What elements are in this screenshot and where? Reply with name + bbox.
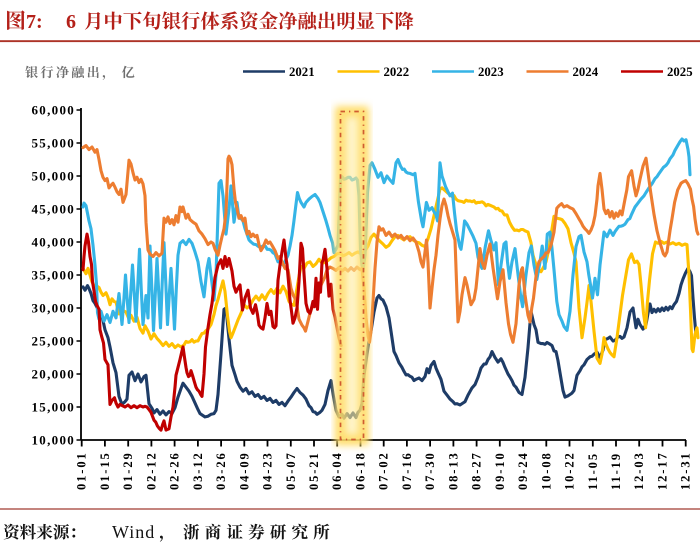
svg-text:06-18: 06-18 bbox=[354, 451, 368, 490]
svg-text:40,000: 40,000 bbox=[32, 234, 76, 249]
svg-text:10-08: 10-08 bbox=[539, 451, 553, 490]
svg-text:12-31: 12-31 bbox=[679, 451, 693, 490]
svg-text:15,000: 15,000 bbox=[32, 399, 76, 414]
svg-text:08-27: 08-27 bbox=[470, 451, 484, 490]
svg-text:Wind: Wind bbox=[112, 522, 155, 542]
svg-text:11-19: 11-19 bbox=[609, 452, 623, 490]
svg-text:01-01: 01-01 bbox=[75, 451, 89, 490]
svg-text:25,000: 25,000 bbox=[32, 333, 76, 348]
svg-text:04-09: 04-09 bbox=[237, 451, 251, 490]
svg-text:2021: 2021 bbox=[289, 65, 315, 79]
svg-text:11-05: 11-05 bbox=[586, 452, 600, 490]
svg-text:01-15: 01-15 bbox=[98, 451, 112, 490]
svg-text:01-29: 01-29 bbox=[121, 451, 135, 490]
svg-text:2024: 2024 bbox=[573, 65, 599, 79]
svg-text:50,000: 50,000 bbox=[32, 168, 76, 183]
svg-text:08-13: 08-13 bbox=[446, 451, 460, 490]
svg-text:2023: 2023 bbox=[478, 65, 504, 79]
svg-text:07-16: 07-16 bbox=[400, 451, 414, 490]
svg-text:10,000: 10,000 bbox=[32, 432, 76, 447]
svg-text:12-03: 12-03 bbox=[632, 451, 646, 490]
svg-text:45,000: 45,000 bbox=[32, 201, 76, 216]
svg-text:05-21: 05-21 bbox=[307, 451, 321, 490]
svg-text:02-26: 02-26 bbox=[168, 451, 182, 490]
svg-text:2025: 2025 bbox=[667, 65, 693, 79]
svg-text:2022: 2022 bbox=[384, 65, 410, 79]
svg-text:09-24: 09-24 bbox=[516, 451, 530, 490]
svg-text:7:: 7: bbox=[26, 11, 43, 33]
svg-text:55,000: 55,000 bbox=[32, 135, 76, 150]
svg-text:02-12: 02-12 bbox=[144, 451, 158, 490]
svg-text:10-22: 10-22 bbox=[563, 451, 577, 490]
svg-text:06-04: 06-04 bbox=[330, 451, 344, 490]
svg-text:12-17: 12-17 bbox=[656, 451, 670, 490]
svg-text:60,000: 60,000 bbox=[32, 102, 76, 117]
svg-text:20,000: 20,000 bbox=[32, 366, 76, 381]
svg-text:6: 6 bbox=[66, 11, 76, 33]
svg-text:07-02: 07-02 bbox=[377, 451, 391, 490]
svg-text:03-26: 03-26 bbox=[214, 451, 228, 490]
svg-text:35,000: 35,000 bbox=[32, 267, 76, 282]
svg-text:05-07: 05-07 bbox=[284, 451, 298, 490]
svg-text:09-10: 09-10 bbox=[493, 451, 507, 490]
svg-text:04-23: 04-23 bbox=[261, 451, 275, 490]
svg-text:07-30: 07-30 bbox=[423, 451, 437, 490]
svg-text:30,000: 30,000 bbox=[32, 300, 76, 315]
svg-text:03-12: 03-12 bbox=[191, 451, 205, 490]
